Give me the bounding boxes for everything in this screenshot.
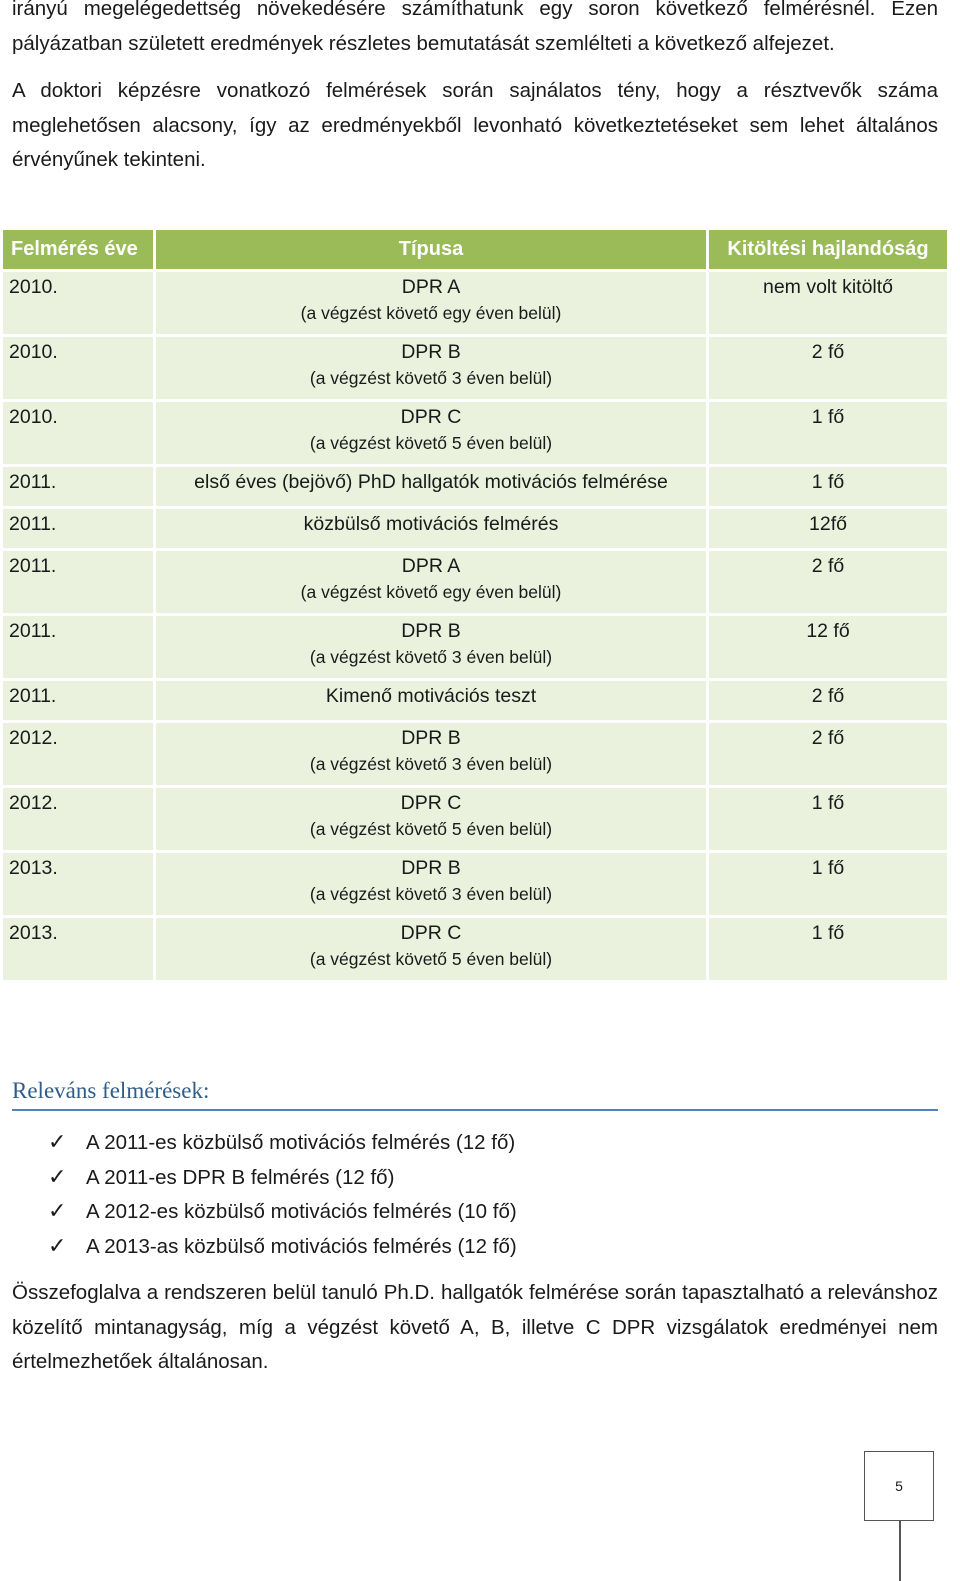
header-type: Típusa — [156, 230, 706, 269]
cell-type: első éves (bejövő) PhD hallgatók motivác… — [156, 467, 706, 506]
cell-year: 2012. — [3, 788, 153, 850]
survey-type: DPR A — [401, 276, 461, 298]
list-item-text: A 2012-es közbülső motivációs felmérés (… — [86, 1200, 517, 1223]
cell-year: 2010. — [3, 337, 153, 399]
summary-paragraph: Összefoglalva a rendszeren belül tanuló … — [12, 1281, 938, 1373]
relevant-heading: Releváns felmérések: — [12, 1078, 938, 1111]
table-row: 2013. DPR C (a végzést követő 5 éven belül… — [3, 918, 947, 980]
cell-type: DPR C (a végzést követő 5 éven belül) — [156, 402, 706, 464]
cell-type: DPR B (a végzést követő 3 éven belül) — [156, 337, 706, 399]
survey-type: DPR C — [400, 922, 462, 944]
list-item: ✓ A 2011-es közbülső motivációs felmérés … — [48, 1126, 517, 1161]
cell-type: DPR A (a végzést követő egy éven belül) — [156, 272, 706, 334]
doctoral-paragraph: A doktori képzésre vonatkozó felmérések … — [12, 79, 938, 171]
survey-type-note: (a végzést követő 3 éven belül) — [309, 368, 553, 388]
survey-type-note: (a végzést követő 5 éven belül) — [309, 949, 553, 969]
cell-response: 1 fő — [709, 918, 947, 980]
table-row: 2012. DPR B (a végzést követő 3 éven belül… — [3, 723, 947, 785]
cell-response: 1 fő — [709, 788, 947, 850]
table-row: 2010. DPR C (a végzést követő 5 éven belül… — [3, 402, 947, 464]
table-row: 2011. közbülső motivációs felmérés 12fő — [3, 509, 947, 548]
survey-type: Kimenő motivációs teszt — [325, 685, 537, 707]
survey-type: DPR B — [401, 620, 461, 642]
cell-type: DPR B (a végzést követő 3 éven belül) — [156, 853, 706, 915]
survey-table: Felmérés éve Típusa Kitöltési hajlandósá… — [0, 227, 950, 983]
cell-response: 2 fő — [709, 681, 947, 720]
table-row: 2011. DPR A (a végzést követő egy éven bel… — [3, 551, 947, 613]
cell-type: DPR C (a végzést követő 5 éven belül) — [156, 918, 706, 980]
survey-type: DPR C — [400, 792, 462, 814]
cell-response: 12fő — [709, 509, 947, 548]
table-row: 2011. Kimenő motivációs teszt 2 fő — [3, 681, 947, 720]
survey-type: DPR B — [401, 341, 461, 363]
cell-year: 2011. — [3, 509, 153, 548]
table-header-row: Felmérés éve Típusa Kitöltési hajlandósá… — [3, 230, 947, 269]
cell-year: 2011. — [3, 551, 153, 613]
cell-type: DPR A (a végzést követő egy éven belül) — [156, 551, 706, 613]
cell-year: 2010. — [3, 402, 153, 464]
cell-response: 1 fő — [709, 402, 947, 464]
checkmark-icon: ✓ — [48, 1199, 67, 1224]
cell-year: 2011. — [3, 467, 153, 506]
list-item: ✓ A 2012-es közbülső motivációs felmérés … — [48, 1195, 517, 1230]
cell-response: 2 fő — [709, 723, 947, 785]
list-item: ✓ A 2011-es DPR B felmérés (12 fő) — [48, 1161, 517, 1196]
survey-type: DPR B — [401, 857, 461, 879]
cell-year: 2013. — [3, 918, 153, 980]
checkmark-icon: ✓ — [48, 1130, 67, 1155]
cell-response: 2 fő — [709, 551, 947, 613]
survey-type-note: (a végzést követő 3 éven belül) — [309, 754, 553, 774]
checkmark-icon: ✓ — [48, 1164, 67, 1190]
cell-year: 2011. — [3, 616, 153, 678]
table-row: 2012. DPR C (a végzést követő 5 éven belül… — [3, 788, 947, 850]
cell-year: 2011. — [3, 681, 153, 720]
cell-type: DPR C (a végzést követő 5 éven belül) — [156, 788, 706, 850]
cell-year: 2010. — [3, 272, 153, 334]
header-year: Felmérés éve — [3, 230, 153, 269]
table-row: 2010. DPR A (a végzést követő egy éven bel… — [3, 272, 947, 334]
cell-response: 1 fő — [709, 467, 947, 506]
survey-type-note: (a végzést követő 5 éven belül) — [309, 433, 553, 453]
survey-type: közbülső motivációs felmérés — [303, 513, 559, 535]
cell-type: DPR B (a végzést követő 3 éven belül) — [156, 616, 706, 678]
cell-type: Kimenő motivációs teszt — [156, 681, 706, 720]
list-item-text: A 2013-as közbülső motivációs felmérés (… — [86, 1234, 517, 1258]
survey-type-note: (a végzést követő 3 éven belül) — [309, 884, 553, 904]
table-row: 2011. első éves (bejövő) PhD hallgatók mo… — [3, 467, 947, 506]
table-row: 2011. DPR B (a végzést követő 3 éven belül… — [3, 616, 947, 678]
survey-type: DPR B — [401, 727, 461, 749]
survey-type-note: (a végzést követő 3 éven belül) — [309, 647, 553, 667]
page-number-box: 5 — [864, 1451, 934, 1521]
page-number-line — [899, 1521, 901, 1581]
cell-response: 12 fő — [709, 616, 947, 678]
checkmark-icon: ✓ — [48, 1233, 67, 1259]
list-item-text: A 2011-es DPR B felmérés (12 fő) — [86, 1165, 395, 1189]
cell-year: 2012. — [3, 723, 153, 785]
list-item-text: A 2011-es közbülső motivációs felmérés (… — [86, 1131, 516, 1154]
cell-response: 2 fő — [709, 337, 947, 399]
page-number: 5 — [895, 1478, 903, 1494]
relevant-list: ✓ A 2011-es közbülső motivációs felmérés … — [48, 1126, 517, 1264]
cell-response: nem volt kitöltő — [709, 272, 947, 334]
survey-type: első éves (bejövő) PhD hallgatók motivác… — [194, 471, 668, 493]
table-body: 2010. DPR A (a végzést követő egy éven bel… — [3, 272, 947, 980]
header-response: Kitöltési hajlandóság — [709, 230, 947, 269]
survey-type-note: (a végzést követő egy éven belül) — [300, 303, 562, 323]
cell-type: DPR B (a végzést követő 3 éven belül) — [156, 723, 706, 785]
list-item: ✓ A 2013-as közbülső motivációs felmérés … — [48, 1230, 517, 1265]
cell-type: közbülső motivációs felmérés — [156, 509, 706, 548]
survey-type-note: (a végzést követő 5 éven belül) — [309, 819, 553, 839]
survey-type: DPR C — [400, 406, 462, 428]
table-row: 2010. DPR B (a végzést követő 3 éven belül… — [3, 337, 947, 399]
survey-type: DPR A — [401, 555, 461, 577]
cell-response: 1 fő — [709, 853, 947, 915]
survey-type-note: (a végzést követő egy éven belül) — [300, 582, 562, 602]
intro-paragraph: irányú megelégedettség növekedésére szám… — [12, 0, 938, 55]
cell-year: 2013. — [3, 853, 153, 915]
table-row: 2013. DPR B (a végzést követő 3 éven belül… — [3, 853, 947, 915]
